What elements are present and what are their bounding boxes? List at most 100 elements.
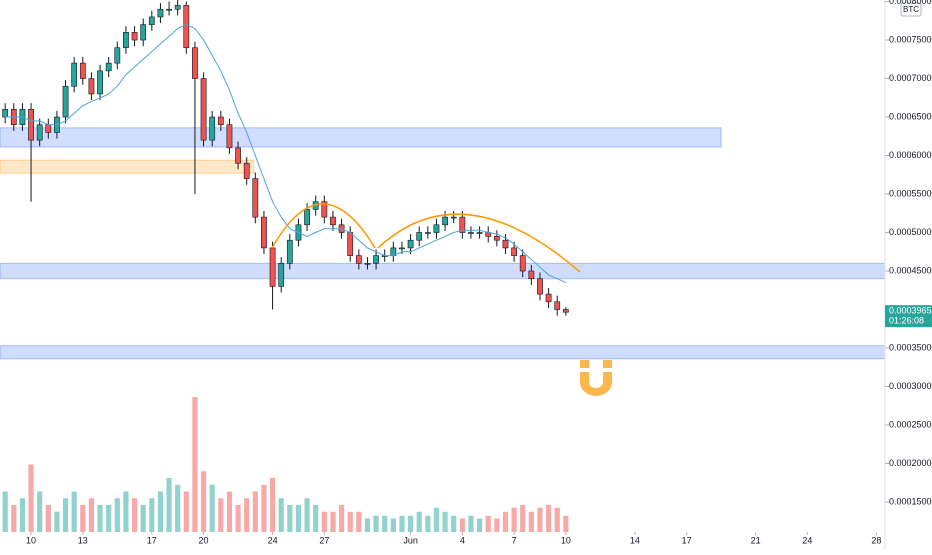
volume-bar xyxy=(123,491,129,532)
candle-body xyxy=(407,239,414,249)
moving-average xyxy=(5,24,567,284)
candle-body xyxy=(252,178,259,218)
candle-body xyxy=(192,47,198,79)
y-tick-label: 0.00065000 xyxy=(889,111,932,121)
candle-body xyxy=(321,201,328,218)
volume-bar xyxy=(2,491,8,532)
volume-bar xyxy=(451,515,457,532)
volume-bar xyxy=(114,498,120,532)
volume-bar xyxy=(554,507,560,532)
candle-body xyxy=(519,255,526,272)
candle-body xyxy=(79,62,86,79)
volume-bar xyxy=(330,511,336,532)
candle-body xyxy=(416,232,423,241)
candle-body xyxy=(502,239,509,249)
volume-bar xyxy=(244,498,250,532)
x-tick-label: 4 xyxy=(460,535,465,545)
magnet-icon xyxy=(580,360,612,396)
y-tick-label: 0.00025000 xyxy=(889,419,932,429)
candle-body xyxy=(157,8,164,18)
volume-bar xyxy=(338,505,345,532)
volume-bar xyxy=(19,498,26,532)
x-tick-label: 20 xyxy=(199,535,209,545)
volume-bar xyxy=(140,505,146,532)
volume-bar xyxy=(149,498,155,532)
volume-bar xyxy=(166,478,172,532)
candle-body xyxy=(209,116,216,141)
candle-body xyxy=(442,216,448,226)
x-tick-label: 14 xyxy=(630,535,640,545)
candle-body xyxy=(131,32,138,41)
candle-body xyxy=(183,5,190,49)
candle-body xyxy=(105,62,112,72)
volume-bar xyxy=(364,518,371,532)
x-tick-label: 17 xyxy=(147,535,157,545)
volume-bar xyxy=(218,498,224,532)
volume-bar xyxy=(226,491,233,532)
candle-body xyxy=(330,216,336,226)
candle-body xyxy=(97,70,103,95)
volume-bar xyxy=(407,515,414,532)
candle-body xyxy=(562,309,569,313)
zone xyxy=(0,345,886,360)
candle-body xyxy=(399,247,405,250)
volume-bar xyxy=(416,511,422,532)
volume-bar xyxy=(399,515,405,532)
y-tick-label: 0.00020000 xyxy=(889,458,932,468)
volume-bar xyxy=(295,505,302,532)
volume-bar xyxy=(200,471,207,532)
countdown: 01:26:08 xyxy=(889,316,924,326)
zone xyxy=(0,127,722,148)
currency: BTC xyxy=(903,5,919,14)
candle-body xyxy=(28,109,34,141)
volume-bar xyxy=(468,515,474,532)
volume-bar xyxy=(287,505,293,532)
volume-bar xyxy=(304,498,310,532)
candle-body xyxy=(476,232,483,234)
x-tick-label: 27 xyxy=(319,535,329,545)
candle-body xyxy=(528,270,535,280)
candle-body xyxy=(554,301,561,310)
x-tick-label: 10 xyxy=(561,535,571,545)
volume-bar xyxy=(80,505,86,532)
y-tick-label: 0.00075000 xyxy=(889,34,932,44)
volume-bar xyxy=(390,518,396,532)
y-tick-label: 0.00070000 xyxy=(889,73,932,83)
candle-body xyxy=(347,232,354,256)
price-label-box xyxy=(885,305,932,328)
volume-bar xyxy=(54,511,60,532)
last-price: 0.00039654 xyxy=(889,306,932,316)
candle-body xyxy=(459,216,466,233)
volume-bar xyxy=(563,515,569,532)
candle-body xyxy=(235,147,241,164)
volume-bar xyxy=(131,498,138,532)
volume-bar xyxy=(520,505,526,532)
volume-bar xyxy=(235,505,241,532)
candle-body xyxy=(468,232,474,234)
volume-bar xyxy=(425,515,431,532)
candle-body xyxy=(174,5,181,10)
candle-body xyxy=(166,8,172,11)
y-tick-label: 0.00035000 xyxy=(889,342,932,352)
candle-body xyxy=(493,236,500,241)
x-tick-label: Jun xyxy=(403,535,418,545)
candle-body xyxy=(450,216,457,219)
x-tick-label: 21 xyxy=(751,535,761,545)
candle-body xyxy=(424,232,431,234)
plot-area xyxy=(0,0,886,532)
candle-body xyxy=(71,62,78,87)
candle-body xyxy=(545,293,552,303)
x-tick-label: 28 xyxy=(871,535,881,545)
volume-bar xyxy=(209,484,215,532)
volume-bar xyxy=(192,397,198,532)
candle-body xyxy=(217,116,224,126)
candle-body xyxy=(511,247,517,256)
x-tick-label: 24 xyxy=(268,535,278,545)
volume-bar xyxy=(459,518,465,532)
volume-bar xyxy=(88,498,95,532)
y-tick-label: 0.00030000 xyxy=(889,381,932,391)
volume-bar xyxy=(28,464,34,532)
volume-bar xyxy=(477,518,483,532)
candle-body xyxy=(261,216,267,249)
